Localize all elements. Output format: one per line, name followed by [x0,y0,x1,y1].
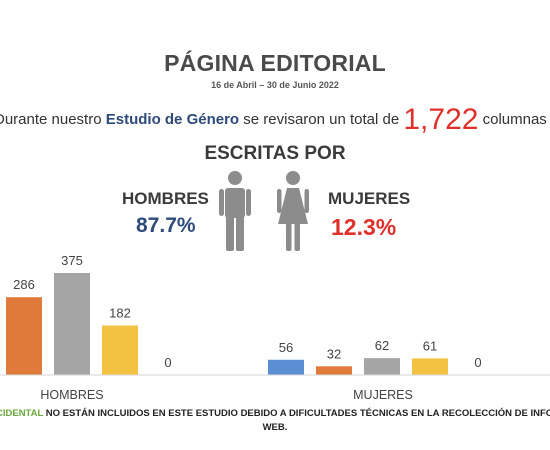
bar-hombres-1 [6,297,42,375]
footnote-text: NO ESTÁN INCLUIDOS EN ESTE ESTUDIO DEBID… [43,408,550,419]
bar-hombres-3 [102,325,138,375]
data-label-hombres-2: 375 [61,255,83,268]
bar-chart: 286 375 182 0 56 32 62 61 0 HOMBRES MUJERES [0,255,550,402]
data-label-mujeres-4: 0 [474,355,481,370]
bar-mujeres-0 [268,359,304,375]
footnote: CIDENTAL NO ESTÁN INCLUIDOS EN ESTE ESTU… [0,408,550,419]
summary-prefix: Durante nuestro [0,111,106,128]
data-label-hombres-3: 182 [109,305,131,320]
category-labels-group: HOMBRES MUJERES [40,388,412,402]
bar-mujeres-1 [316,366,352,375]
footnote-source: CIDENTAL [0,408,44,419]
man-icon [219,171,251,251]
bar-hombres-2 [54,273,90,375]
women-percent: 12.3% [331,214,397,240]
woman-icon [277,171,309,251]
men-label: HOMBRES [122,189,209,208]
category-label-mujeres: MUJERES [353,388,413,402]
women-label: MUJERES [328,189,411,208]
data-labels-group: 286 375 182 0 56 32 62 61 0 [13,255,481,370]
date-range: 16 de Abril – 30 de Junio 2022 [211,80,339,90]
summary-middle: se revisaron un total de [239,111,404,128]
study-name: Estudio de Género [105,111,240,128]
page-title: PÁGINA EDITORIAL [164,50,386,76]
data-label-mujeres-1: 32 [327,346,341,361]
data-label-mujeres-3: 61 [423,338,437,353]
category-label-hombres: HOMBRES [40,388,103,402]
data-label-mujeres-2: 62 [375,338,389,353]
data-label-hombres-4: 0 [164,355,171,370]
data-label-hombres-1: 286 [13,277,35,292]
total-columns: 1,722 [403,103,479,136]
summary-suffix: columnas [478,111,547,128]
subtitle: ESCRITAS POR [204,143,346,164]
data-label-mujeres-0: 56 [279,340,293,355]
summary-sentence: Durante nuestro Estudio de Género se rev… [0,103,550,137]
men-percent: 87.7% [136,214,196,237]
bar-mujeres-3 [412,358,448,375]
bars-group [6,273,448,375]
footnote-line2: WEB. [262,422,288,433]
bar-mujeres-2 [364,358,400,375]
